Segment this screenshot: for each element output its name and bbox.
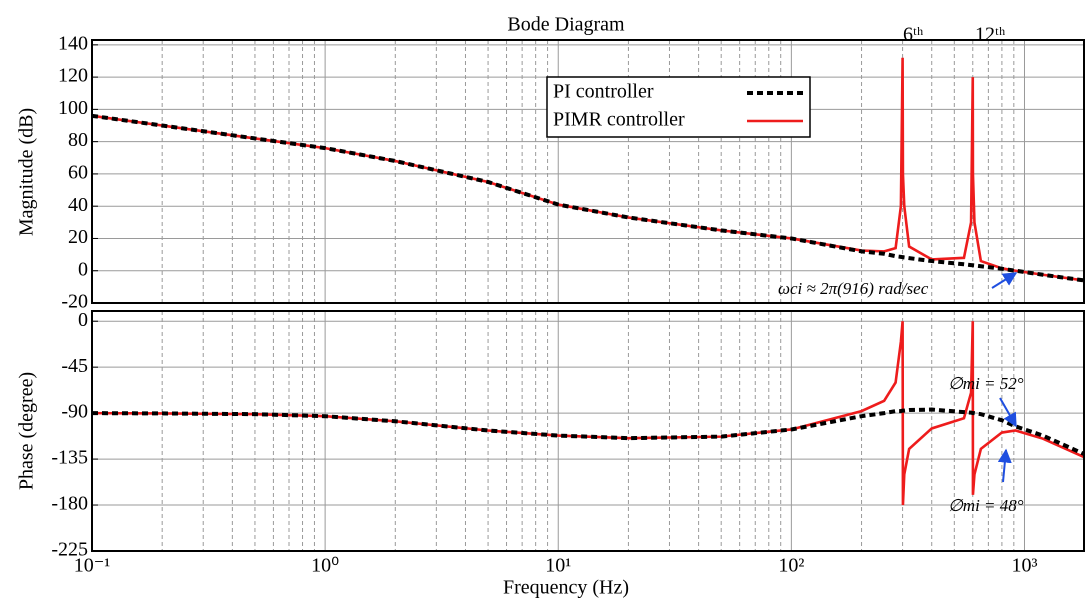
plot-frame	[91, 310, 1085, 552]
series-line	[92, 113, 1084, 283]
y-tick-label: -180	[51, 493, 88, 515]
y-axis-label: Magnitude (dB)	[16, 108, 38, 236]
arrow	[997, 448, 1012, 483]
y-tick-label: -135	[51, 447, 88, 469]
y-tick-label: -225	[51, 539, 88, 561]
legend-label: PIMR controller	[553, 109, 685, 131]
y-tick-label: 40	[68, 194, 88, 216]
plot-area	[92, 321, 1084, 506]
plot-area	[92, 57, 1084, 283]
x-tick-label: 10²	[778, 555, 804, 577]
y-tick-label: 100	[58, 97, 88, 119]
y-tick-label: -90	[61, 401, 88, 423]
y-tick-label: 120	[58, 65, 88, 87]
x-axis-label: Frequency (Hz)	[503, 577, 629, 599]
y-tick-label: 60	[68, 162, 88, 184]
arrow	[999, 397, 1017, 428]
arrow	[991, 272, 1018, 289]
x-tick-label: 10⁰	[311, 555, 339, 577]
annotation: ωci ≈ 2π(916) rad/sec	[778, 279, 929, 298]
plot-frame	[91, 39, 1085, 304]
annotation: ∅mi = 52°	[948, 374, 1024, 393]
y-tick-label: 140	[58, 32, 88, 54]
x-tick-label: 10¹	[545, 555, 571, 577]
annotation: 12ᵗʰ	[975, 24, 1006, 46]
legend-box	[546, 76, 811, 138]
y-tick-label: 80	[68, 129, 88, 151]
series-line	[92, 407, 1084, 456]
y-axis-label: Phase (degree)	[16, 372, 38, 490]
annotation: 6ᵗʰ	[903, 24, 924, 46]
chart-title: Bode Diagram	[507, 14, 625, 36]
y-tick-label: 0	[78, 309, 88, 331]
y-tick-label: 0	[78, 258, 88, 280]
annotation: ∅mi = 48°	[948, 496, 1024, 515]
legend-label: PI controller	[553, 81, 654, 103]
y-tick-label: 20	[68, 226, 88, 248]
y-tick-label: -45	[61, 355, 88, 377]
y-tick-label: -20	[61, 291, 88, 313]
x-tick-label: 10⁻¹	[74, 555, 111, 577]
x-tick-label: 10³	[1011, 555, 1037, 577]
